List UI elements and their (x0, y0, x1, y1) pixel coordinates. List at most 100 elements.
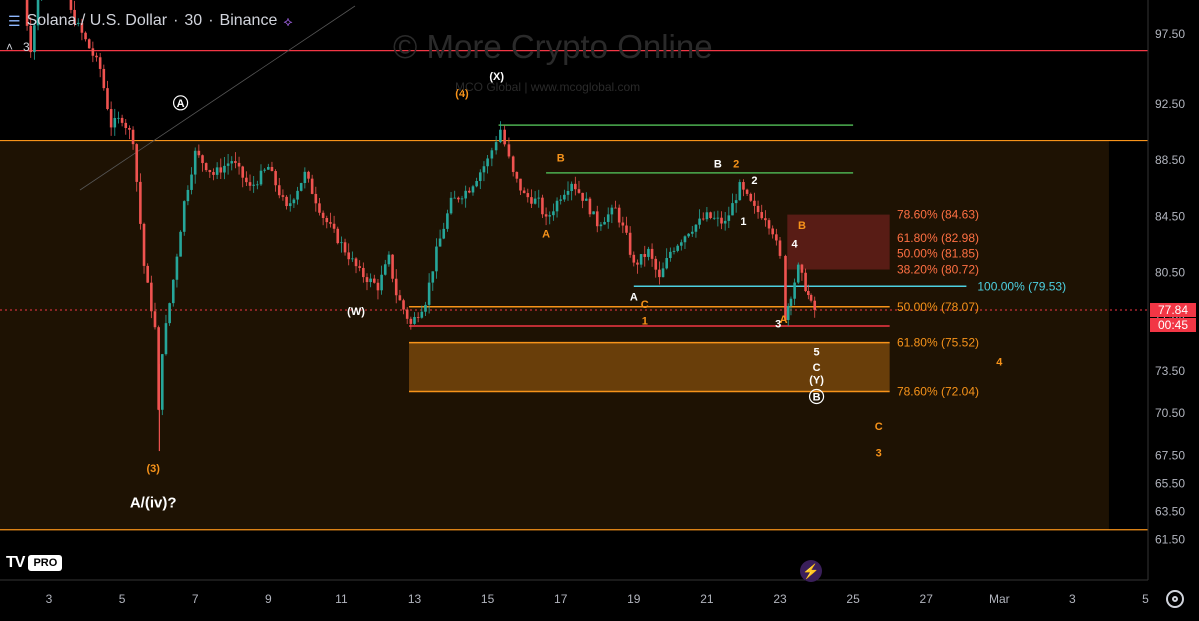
candle-body (113, 118, 117, 128)
candle-body (226, 163, 230, 166)
y-tick-label: 97.50 (1155, 27, 1185, 41)
y-tick-label: 67.50 (1155, 448, 1185, 462)
countdown-tag: 00:45 (1150, 318, 1196, 332)
candle-body (358, 266, 361, 268)
candle-body (690, 231, 694, 234)
wave-label: B (798, 220, 806, 232)
x-tick-label: 23 (773, 592, 787, 606)
candle-body (372, 278, 376, 283)
candle-body (263, 169, 266, 171)
candle-body (775, 234, 778, 241)
candle-body (809, 295, 813, 301)
candle-body (778, 240, 782, 256)
candle-body (636, 262, 639, 265)
y-tick-label: 65.50 (1155, 476, 1185, 490)
candle-body (457, 197, 460, 200)
x-tick-label: 17 (554, 592, 568, 606)
candle-body (340, 242, 343, 244)
candle-body (307, 171, 310, 179)
candle-body (80, 22, 84, 33)
wave-label: B (813, 391, 821, 403)
candle-body (274, 171, 277, 186)
candle-body (128, 127, 131, 130)
candle-body (595, 211, 599, 227)
candle-body (252, 184, 255, 186)
candle-body (606, 214, 610, 222)
candle-body (164, 323, 168, 355)
wave-label: 1 (642, 316, 648, 328)
y-tick-label: 88.50 (1155, 153, 1185, 167)
candle-body (405, 309, 409, 319)
x-tick-label: 19 (627, 592, 641, 606)
wave-label: 2 (751, 175, 757, 187)
wave-label: (3) (146, 463, 160, 475)
diagonal-trend-line (79, 5, 356, 191)
candle-body (478, 172, 482, 182)
candle-body (146, 265, 149, 283)
candle-body (453, 197, 457, 199)
candle-body (161, 354, 164, 410)
candle-body (139, 181, 142, 224)
candle-body (73, 9, 76, 24)
x-tick-label: 21 (700, 592, 714, 606)
resistance-box (787, 214, 890, 270)
candle-body (413, 317, 416, 324)
candle-body (621, 222, 625, 226)
candle-body (563, 194, 566, 200)
candle-body (764, 218, 767, 221)
candle-body (647, 248, 650, 257)
candle-body (784, 255, 787, 320)
candle-body (303, 171, 307, 184)
lightning-icon[interactable]: ⚡ (800, 560, 822, 582)
candle-body (490, 150, 494, 159)
x-tick-label: 3 (1069, 592, 1076, 606)
wave-label: 3 (775, 318, 781, 330)
candle-body (503, 129, 506, 145)
candle-body (201, 155, 204, 164)
candle-body (544, 214, 548, 217)
candle-body (171, 279, 175, 304)
candle-body (468, 190, 471, 193)
chevron-up-icon[interactable]: ˄ (6, 40, 14, 54)
candle-body (270, 166, 274, 172)
candle-body (698, 218, 701, 225)
interval-label[interactable]: 30 (184, 12, 203, 29)
candle-body (245, 177, 248, 183)
x-tick-label: 15 (481, 592, 495, 606)
candle-body (383, 264, 387, 275)
candle-body (603, 221, 606, 225)
labels-layer: 78.60% (84.63) 61.80% (82.98) 50.00% (81.8… (130, 71, 1066, 511)
candle-body (102, 68, 106, 89)
wave-label: A (542, 229, 550, 241)
fib-label: 61.80% (75.52) (897, 336, 979, 350)
candle-body (471, 186, 475, 193)
candle-body (427, 282, 431, 305)
gear-icon[interactable] (1166, 590, 1184, 608)
candle-body (91, 48, 95, 56)
wave-label: B (714, 158, 722, 170)
x-tick-label: Mar (989, 592, 1010, 606)
indicator-toggle[interactable]: ˄ 3 (6, 40, 30, 54)
candle-body (420, 311, 424, 318)
wave-label: C (641, 299, 649, 311)
candle-body (705, 212, 709, 220)
candle-body (230, 161, 234, 164)
candle-body (745, 189, 749, 194)
candle-body (709, 212, 712, 219)
menu-icon[interactable]: ☰ (8, 12, 21, 29)
candle-body (391, 254, 394, 279)
x-tick-label: 13 (408, 592, 422, 606)
candle-body (680, 242, 683, 246)
wave-label: (4) (455, 88, 469, 100)
share-icon[interactable]: ⟡ (283, 12, 293, 29)
candle-body (314, 193, 318, 204)
candle-body (106, 88, 109, 110)
candle-body (617, 207, 621, 223)
candle-body (36, 0, 40, 26)
candle-body (190, 174, 193, 190)
candle-body (347, 252, 351, 260)
candle-body (654, 258, 658, 270)
symbol-header[interactable]: ☰ Solana / U.S. Dollar · 30 · Binance ⟡ (8, 12, 293, 30)
candle-body (362, 267, 365, 278)
